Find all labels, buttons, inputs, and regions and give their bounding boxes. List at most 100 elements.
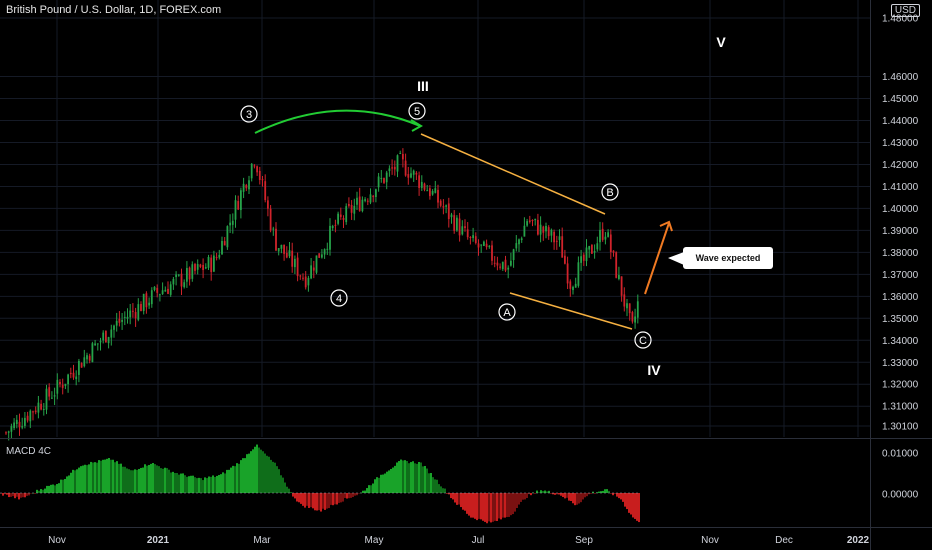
candle-body bbox=[537, 219, 539, 235]
macd-bar bbox=[332, 493, 334, 506]
macd-bar bbox=[38, 490, 40, 493]
macd-bar bbox=[224, 473, 226, 493]
macd-bar bbox=[622, 493, 624, 502]
candle-body bbox=[61, 384, 64, 388]
candle-body bbox=[264, 181, 267, 201]
callout-pointer bbox=[668, 252, 684, 265]
macd-bar bbox=[592, 491, 594, 493]
candle-body bbox=[369, 194, 372, 203]
macd-bar bbox=[280, 475, 282, 493]
macd-bar bbox=[286, 486, 288, 493]
macd-bar bbox=[314, 493, 316, 511]
macd-bar bbox=[534, 493, 536, 494]
macd-bar bbox=[364, 490, 366, 493]
macd-bar bbox=[284, 482, 286, 493]
macd-bar bbox=[552, 493, 554, 495]
candle-body bbox=[634, 316, 636, 323]
candle-body bbox=[161, 290, 164, 295]
macd-bar bbox=[114, 462, 116, 493]
macd-bar bbox=[610, 493, 612, 494]
x-tick-label: 2022 bbox=[847, 535, 870, 546]
macd-bar bbox=[350, 493, 352, 498]
time-axis[interactable]: Nov 2021 Mar May Jul Sep Nov Dec 2022 bbox=[48, 535, 869, 546]
macd-bar bbox=[416, 463, 418, 493]
macd-bar bbox=[140, 467, 142, 493]
macd-bar bbox=[340, 493, 342, 503]
macd-bar bbox=[548, 490, 550, 493]
candle-body bbox=[123, 316, 126, 318]
macd-bar bbox=[460, 493, 462, 508]
candle-body bbox=[402, 153, 404, 160]
macd-bar bbox=[110, 459, 112, 493]
channel-lower-line[interactable] bbox=[509, 292, 633, 330]
macd-bar bbox=[300, 493, 302, 504]
price-axis[interactable]: 1.30100 1.31000 1.32000 1.33000 1.34000 1.350… bbox=[882, 14, 919, 433]
wave-arc[interactable] bbox=[254, 109, 421, 134]
macd-bar bbox=[156, 465, 158, 493]
candle-body bbox=[442, 206, 445, 208]
macd-bar bbox=[240, 460, 242, 493]
candle-body bbox=[234, 200, 237, 220]
candle-body bbox=[588, 246, 591, 250]
candle-body bbox=[229, 222, 231, 226]
candle-body bbox=[350, 204, 353, 213]
macd-bar bbox=[442, 488, 444, 493]
macd-bar bbox=[162, 468, 164, 493]
macd-axis[interactable]: 0.01000 0.00000 bbox=[882, 449, 919, 501]
macd-tick-label: 0.01000 bbox=[882, 449, 919, 460]
macd-bar bbox=[186, 476, 188, 493]
candle-body bbox=[437, 189, 439, 203]
macd-bar bbox=[104, 459, 106, 493]
x-tick-label: Dec bbox=[775, 535, 793, 546]
macd-bar bbox=[78, 467, 80, 493]
macd-bar bbox=[436, 479, 438, 493]
macd-bar bbox=[376, 477, 378, 493]
candle-body bbox=[113, 325, 115, 330]
macd-bar bbox=[88, 464, 90, 493]
candle-body bbox=[375, 189, 377, 197]
candle-body bbox=[512, 249, 515, 261]
macd-bar bbox=[138, 468, 140, 493]
x-tick-label: 2021 bbox=[147, 535, 170, 546]
macd-indicator-label[interactable]: MACD 4C bbox=[6, 446, 52, 457]
macd-bar bbox=[76, 469, 78, 493]
candle-body bbox=[528, 220, 531, 222]
candle-body bbox=[56, 379, 59, 394]
macd-bar bbox=[566, 493, 568, 498]
candle-body bbox=[377, 176, 380, 188]
wave-label-v: V bbox=[716, 34, 726, 50]
macd-bar bbox=[66, 476, 68, 493]
candle-body bbox=[477, 243, 480, 248]
channel-upper-line[interactable] bbox=[420, 133, 606, 215]
y-tick-label: 1.32000 bbox=[882, 380, 919, 391]
candle-body bbox=[245, 184, 248, 189]
candle-body bbox=[491, 245, 493, 261]
macd-bar bbox=[292, 493, 294, 497]
macd-bar bbox=[310, 493, 312, 508]
macd-bar bbox=[564, 493, 566, 499]
candle-body bbox=[140, 304, 142, 312]
macd-tick-label: 0.00000 bbox=[882, 490, 919, 501]
projection-arrow[interactable] bbox=[644, 222, 670, 295]
y-tick-label: 1.31000 bbox=[882, 402, 919, 413]
macd-bar bbox=[536, 490, 538, 493]
macd-bar bbox=[200, 478, 202, 493]
macd-bar bbox=[52, 484, 54, 493]
candle-body bbox=[312, 267, 315, 271]
macd-bar bbox=[228, 469, 230, 493]
x-tick-label: Nov bbox=[701, 535, 719, 546]
macd-bar bbox=[170, 472, 172, 493]
macd-bar bbox=[94, 462, 96, 493]
candle-body bbox=[420, 181, 423, 188]
macd-bar bbox=[378, 477, 380, 493]
macd-bar bbox=[604, 489, 606, 493]
y-tick-label: 1.38000 bbox=[882, 248, 919, 259]
callout-box[interactable] bbox=[683, 247, 773, 269]
macd-bar bbox=[538, 492, 540, 493]
candle-body bbox=[269, 208, 272, 231]
macd-bar bbox=[62, 479, 64, 493]
macd-bar bbox=[202, 480, 204, 493]
currency-badge[interactable]: USD bbox=[890, 4, 920, 17]
wave-marker-c-text: C bbox=[639, 335, 647, 347]
